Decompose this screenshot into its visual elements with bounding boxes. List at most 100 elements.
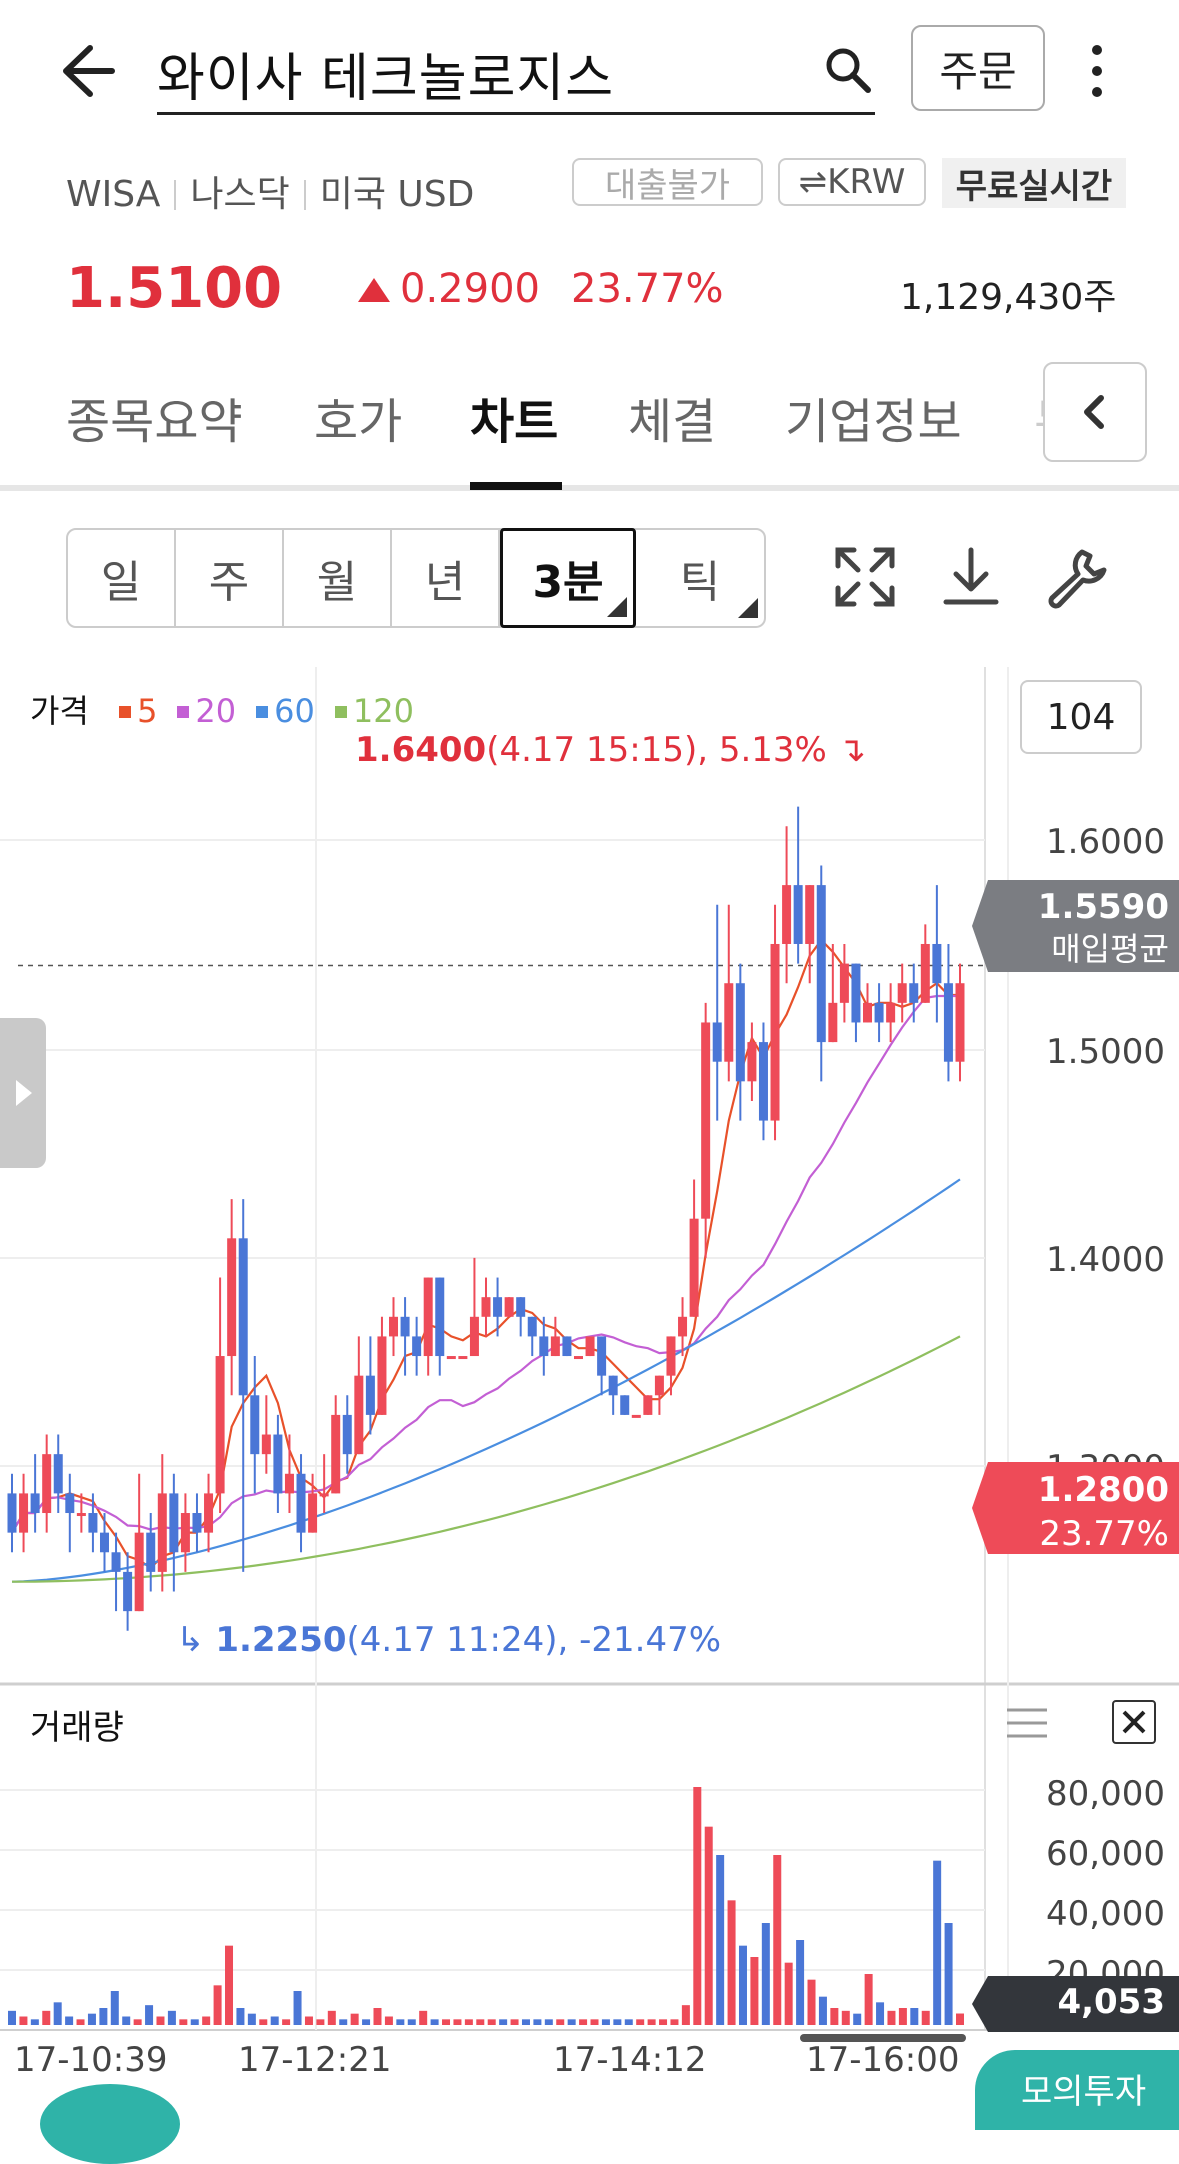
- search-icon[interactable]: [818, 40, 878, 100]
- volume-bar: [613, 2019, 622, 2025]
- y-tick-label: 1.6000: [1046, 822, 1165, 862]
- candle-body: [539, 1336, 549, 1357]
- current-price-tag-value: 1.2800: [1037, 1470, 1169, 1510]
- candle-body: [643, 1395, 653, 1415]
- play-triangle-icon: [16, 1080, 32, 1106]
- period-month[interactable]: 월: [284, 530, 392, 626]
- candle-body: [851, 963, 861, 1023]
- volume-bar: [19, 2016, 28, 2025]
- candle-body: [666, 1336, 676, 1376]
- close-icon: [1122, 1710, 1146, 1734]
- period-day[interactable]: 일: [68, 530, 176, 626]
- candle-body: [562, 1336, 572, 1357]
- download-icon[interactable]: [938, 544, 1004, 610]
- period-year[interactable]: 년: [392, 530, 500, 626]
- candle-body: [608, 1375, 618, 1396]
- fullscreen-icon[interactable]: [832, 544, 898, 610]
- candle-count-button[interactable]: 104: [1020, 680, 1142, 754]
- volume-bar: [76, 2019, 85, 2025]
- volume-bar: [8, 2010, 16, 2025]
- legend-swatch: [119, 706, 132, 718]
- volume-bar: [556, 2019, 565, 2025]
- volume-bar: [590, 2019, 599, 2025]
- volume-bar: [282, 2019, 291, 2025]
- title-underline: [157, 112, 875, 115]
- volume-bar: [636, 2019, 645, 2025]
- candle-body: [747, 1042, 757, 1082]
- price-change-pct: 23.77%: [571, 266, 724, 312]
- corner-arrow-icon: ↳: [176, 1620, 205, 1660]
- candle-body: [527, 1316, 537, 1337]
- candle-body: [88, 1513, 98, 1533]
- volume-bar: [704, 1826, 713, 2025]
- stock-title[interactable]: 와이사 테크놀로지스: [157, 49, 615, 109]
- volume-bar: [110, 1991, 119, 2025]
- candle-body: [735, 983, 745, 1082]
- more-vertical-icon[interactable]: [1082, 36, 1112, 106]
- candle-body: [65, 1493, 75, 1514]
- volume-bar: [213, 1985, 222, 2025]
- volume-bar: [362, 2019, 371, 2025]
- chart-canvas[interactable]: [0, 667, 1179, 2104]
- currency: 미국 USD: [319, 174, 475, 215]
- volume-bar: [716, 1855, 725, 2025]
- volume-bar: [65, 2016, 74, 2025]
- candle-body: [689, 1218, 699, 1317]
- krw-toggle-button[interactable]: ⇌KRW: [778, 158, 926, 206]
- candle-body: [874, 1002, 884, 1023]
- order-button[interactable]: 주문: [911, 25, 1045, 111]
- volume-bar: [442, 2019, 451, 2025]
- candle-body: [724, 983, 734, 1062]
- volume-bar: [521, 2019, 530, 2025]
- side-panel-handle[interactable]: [0, 1018, 46, 1168]
- legend-title: 가격: [30, 692, 89, 730]
- volume-bar: [145, 2005, 154, 2025]
- candle-body: [134, 1532, 144, 1612]
- tab-company-info[interactable]: 기업정보: [785, 394, 962, 450]
- menu-icon[interactable]: [1005, 1706, 1049, 1740]
- volume-bar: [670, 2019, 679, 2025]
- average-price-label: 매입평균: [1051, 930, 1169, 968]
- tab-summary[interactable]: 종목요약: [66, 394, 243, 450]
- x-tick-label: 17-12:21: [238, 2040, 392, 2080]
- floating-action-button[interactable]: [40, 2084, 180, 2164]
- volume-bar: [293, 1991, 302, 2025]
- period-week[interactable]: 주: [176, 530, 284, 626]
- volume-bar: [327, 2010, 336, 2025]
- period-3min[interactable]: 3분: [500, 528, 636, 628]
- candle-body: [839, 963, 849, 1003]
- wrench-icon[interactable]: [1042, 544, 1108, 610]
- legend-item: 20: [177, 692, 236, 730]
- volume-bar: [499, 2019, 508, 2025]
- volume-bar: [681, 2005, 690, 2025]
- volume-bar: [53, 2002, 62, 2025]
- high-annotation: 1.6400(4.17 15:15), 5.13% ↴: [355, 730, 866, 770]
- low-detail: (4.17 11:24), -21.47%: [346, 1620, 722, 1660]
- dropdown-corner-icon: [738, 598, 758, 618]
- candle-body: [250, 1395, 260, 1455]
- tabs-collapse-button[interactable]: [1043, 362, 1147, 462]
- current-price-tag: 1.2800 23.77%: [988, 1462, 1179, 1554]
- tab-trades[interactable]: 체결: [628, 394, 717, 450]
- volume-bar: [167, 2010, 176, 2025]
- volume-close-button[interactable]: [1112, 1700, 1156, 1744]
- tab-divider: [0, 485, 1179, 491]
- period-tick[interactable]: 틱: [636, 530, 764, 626]
- volume-bar: [841, 2010, 850, 2025]
- volume-bar: [944, 1923, 953, 2025]
- realtime-badge[interactable]: 무료실시간: [942, 158, 1126, 208]
- candle-body: [377, 1336, 387, 1415]
- chart-legend: 가격 5 20 60 120: [30, 686, 434, 732]
- volume-bar: [316, 2019, 325, 2025]
- candle-body: [770, 943, 780, 1121]
- back-arrow-icon[interactable]: [50, 36, 120, 106]
- candle-body: [816, 885, 826, 1043]
- volume-bar: [533, 2019, 542, 2025]
- high-detail: (4.17 15:15), 5.13%: [486, 730, 827, 770]
- candle-body: [30, 1493, 40, 1514]
- volume-bar: [87, 2013, 96, 2025]
- candle-body: [481, 1297, 491, 1317]
- tab-chart[interactable]: 차트: [470, 394, 559, 450]
- mock-trading-button[interactable]: 모의투자: [975, 2050, 1179, 2130]
- tab-orderbook[interactable]: 호가: [314, 394, 403, 450]
